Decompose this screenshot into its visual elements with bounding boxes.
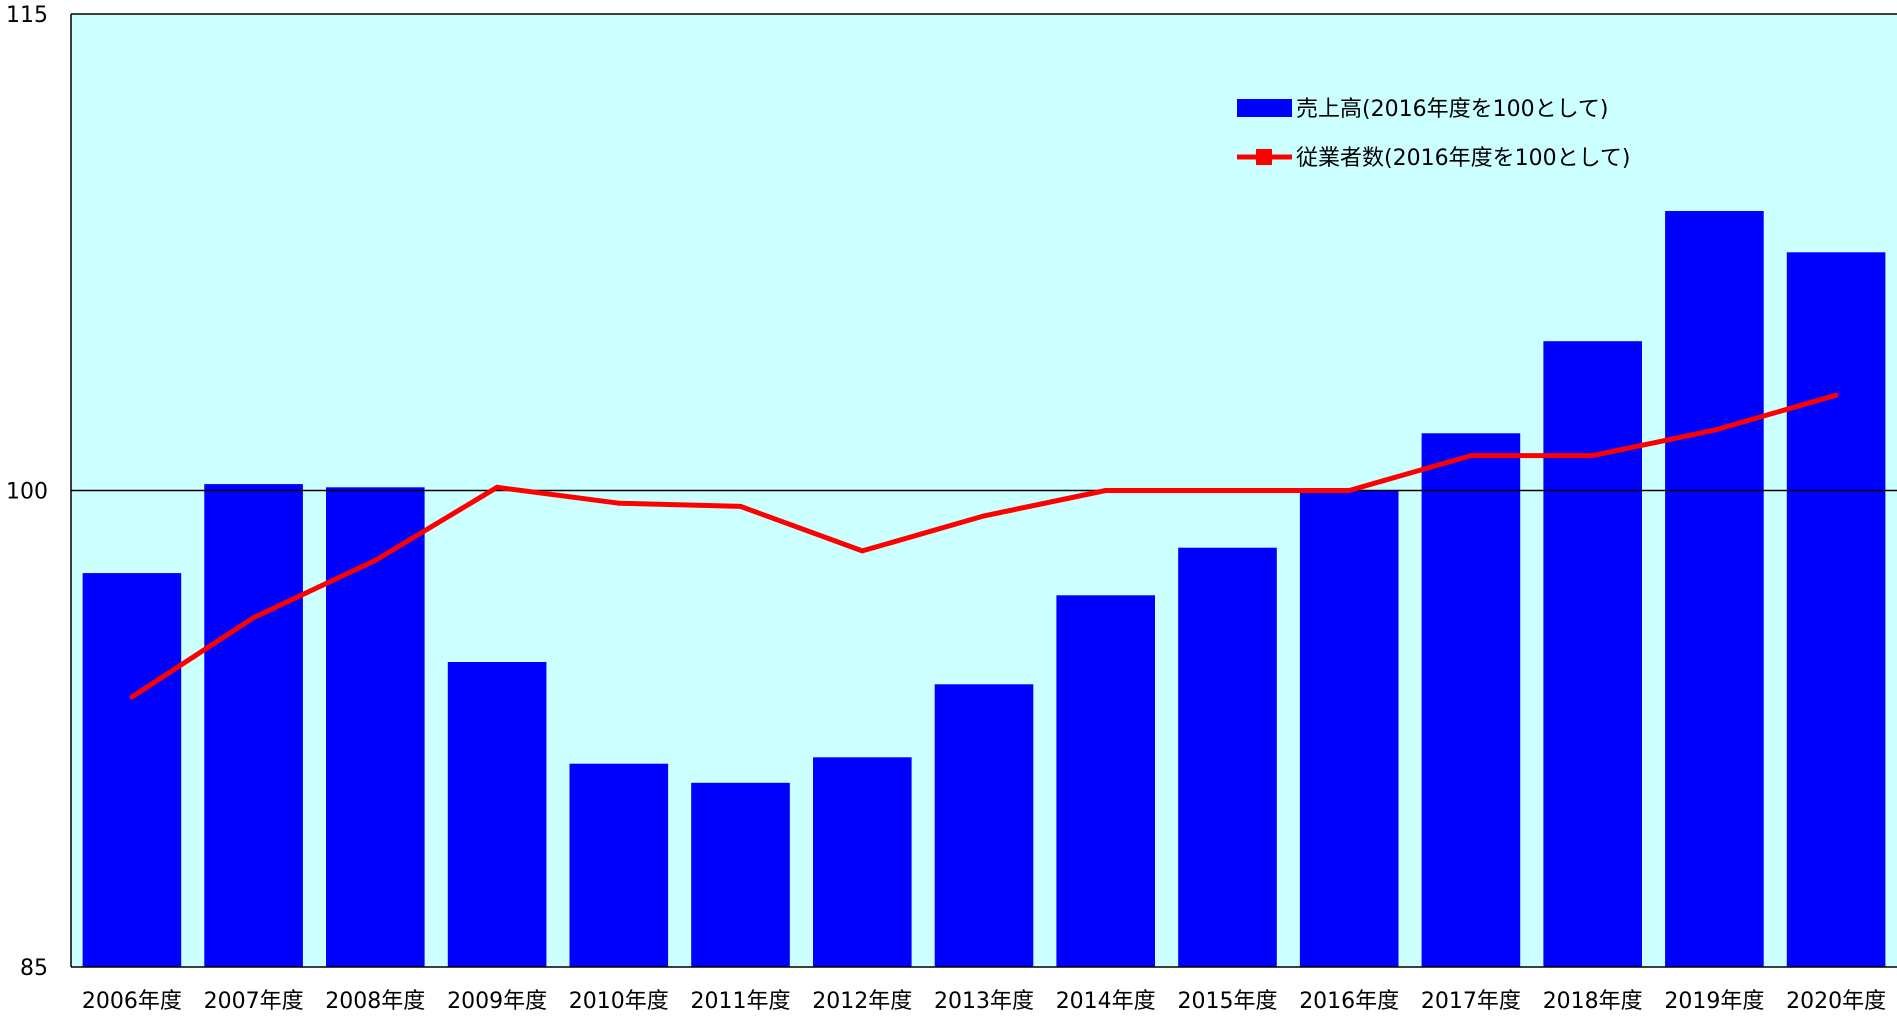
y-tick-labels: 85 100 115 [6,3,48,981]
employees-point-2009年度 [494,484,500,490]
legend-label-sales: 売上高(2016年度を100として) [1296,97,1609,122]
x-tick-2020年度: 2020年度 [1786,989,1886,1014]
employees-point-2008年度 [372,557,378,563]
employees-point-2017年度 [1468,453,1474,459]
bar-2014年度 [1056,595,1155,967]
employees-point-2020年度 [1833,392,1839,398]
y-tick-100: 100 [6,480,48,505]
x-tick-2016年度: 2016年度 [1299,989,1399,1014]
y-tick-85: 85 [20,956,48,981]
employees-point-2012年度 [859,548,865,554]
bar-2020年度 [1786,252,1886,968]
bar-2017年度 [1421,433,1521,967]
employees-point-2019年度 [1711,427,1717,433]
x-tick-2006年度: 2006年度 [82,989,182,1014]
x-tick-2015年度: 2015年度 [1178,989,1278,1014]
line-series [129,392,1839,700]
legend-bar-swatch [1237,99,1292,117]
employees-point-2010年度 [616,500,622,506]
x-tick-2014年度: 2014年度 [1056,989,1156,1014]
x-tick-2011年度: 2011年度 [691,989,791,1014]
bar-2018年度 [1543,341,1642,967]
bar-2019年度 [1665,211,1764,967]
x-tick-2010年度: 2010年度 [569,989,669,1014]
bar-2015年度 [1178,547,1277,967]
employees-point-2007年度 [251,615,257,621]
employees-point-2011年度 [738,503,743,509]
bar-2013年度 [934,684,1034,967]
bar-2012年度 [813,757,912,967]
legend-label-employees: 従業者数(2016年度を100として) [1296,146,1631,171]
x-tick-2009年度: 2009年度 [447,989,547,1014]
legend-line-marker [1256,149,1272,165]
employees-point-2016年度 [1346,488,1352,493]
bar-2010年度 [569,763,669,967]
bar-2006年度 [82,573,182,967]
x-tick-labels: 2006年度 2007年度 2008年度 2009年度 2010年度 2011年度 2012… [82,989,1886,1014]
legend: 売上高(2016年度を100として) 従業者数(2016年度を100として) [1237,97,1631,171]
x-tick-2013年度: 2013年度 [934,989,1034,1014]
employees-point-2013年度 [981,513,987,519]
employees-point-2015年度 [1225,488,1230,493]
bar-2008年度 [326,487,425,967]
y-tick-115: 115 [6,3,48,28]
bar-2009年度 [447,662,547,967]
x-tick-2018年度: 2018年度 [1543,989,1643,1014]
bar-2011年度 [691,782,790,967]
bar-series [82,211,1886,968]
x-tick-2007年度: 2007年度 [204,989,304,1014]
x-tick-2012年度: 2012年度 [812,989,912,1014]
x-tick-2019年度: 2019年度 [1664,989,1764,1014]
bar-2007年度 [204,484,303,967]
x-tick-2008年度: 2008年度 [325,989,425,1014]
employees-point-2006年度 [129,694,135,700]
employees-point-2018年度 [1590,453,1596,459]
bar-2016年度 [1299,490,1399,967]
employees-point-2014年度 [1103,488,1109,493]
x-tick-2017年度: 2017年度 [1421,989,1521,1014]
